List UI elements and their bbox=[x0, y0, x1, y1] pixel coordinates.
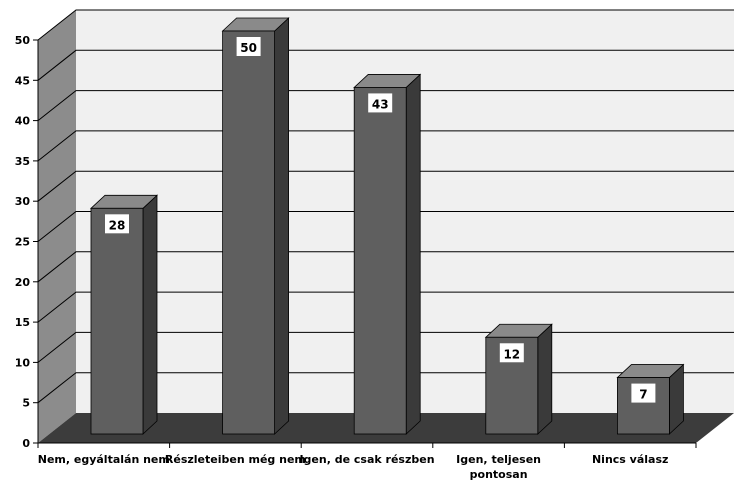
data-label-box bbox=[499, 343, 524, 363]
data-label-box bbox=[368, 93, 393, 113]
x-tick-label: Nincs válasz bbox=[592, 453, 668, 466]
bar-side bbox=[537, 323, 553, 435]
bar-side bbox=[142, 194, 158, 435]
y-tick-label: 20 bbox=[15, 276, 31, 289]
y-tick-label: 50 bbox=[15, 34, 31, 47]
gridline bbox=[37, 291, 734, 323]
x-tick-label-line: Nincs válasz bbox=[592, 453, 668, 466]
gridline bbox=[37, 211, 734, 242]
data-label: 28 bbox=[109, 218, 126, 232]
x-tick-label: Nem, egyáltalán nem bbox=[38, 453, 170, 466]
bar: 43 bbox=[353, 73, 422, 435]
y-tick-label: 5 bbox=[22, 397, 30, 410]
bar: 50 bbox=[221, 17, 290, 435]
bar-front bbox=[353, 87, 407, 435]
y-tick-label: 0 bbox=[22, 437, 30, 450]
y-tick-label: 30 bbox=[15, 195, 31, 208]
gridline bbox=[37, 251, 734, 283]
gridline bbox=[37, 170, 734, 202]
data-label: 43 bbox=[372, 97, 389, 111]
y-tick-label: 45 bbox=[15, 74, 30, 87]
data-label: 50 bbox=[240, 41, 257, 55]
data-label: 12 bbox=[503, 347, 520, 361]
bar: 7 bbox=[616, 363, 685, 435]
bar-front bbox=[617, 377, 670, 435]
data-label-box bbox=[105, 214, 129, 234]
bar-front bbox=[90, 207, 144, 435]
y-tick-label: 40 bbox=[15, 115, 31, 128]
x-tick-label-line: Részleteiben még nem bbox=[165, 453, 306, 466]
bars: 28 50 43 12 7 bbox=[89, 17, 685, 435]
y-tick-label: 35 bbox=[15, 155, 30, 168]
x-tick-label-line: Nem, egyáltalán nem bbox=[38, 453, 170, 466]
y-axis: 0 5 10 15 20 25 30 35 40 45 50 bbox=[15, 34, 39, 450]
x-tick-label-line: Igen, de csak részben bbox=[299, 453, 434, 466]
gridlines bbox=[37, 9, 734, 404]
gridline bbox=[37, 49, 734, 81]
gridline bbox=[37, 90, 734, 121]
x-tick-label: Igen, de csak részben bbox=[299, 453, 434, 466]
data-label-box bbox=[236, 37, 261, 56]
bar: 12 bbox=[484, 323, 553, 435]
bar: 28 bbox=[89, 194, 159, 435]
gridline bbox=[37, 9, 734, 41]
gridline bbox=[37, 130, 734, 162]
bar-side bbox=[274, 17, 290, 435]
x-tick-label-line: pontosan bbox=[470, 468, 528, 481]
y-tick-label: 15 bbox=[15, 316, 30, 329]
data-label-box bbox=[631, 383, 656, 403]
y-tick-label: 25 bbox=[15, 236, 30, 249]
y-tick-label: 10 bbox=[15, 356, 31, 369]
x-tick-label-line: Igen, teljesen bbox=[456, 453, 541, 466]
bar-front bbox=[222, 30, 276, 435]
x-tick-label: Részleteiben még nem bbox=[165, 453, 306, 466]
x-tick-label: Igen, teljesen pontosan bbox=[456, 453, 541, 481]
bar-side bbox=[405, 73, 421, 435]
data-label: 7 bbox=[639, 388, 647, 402]
